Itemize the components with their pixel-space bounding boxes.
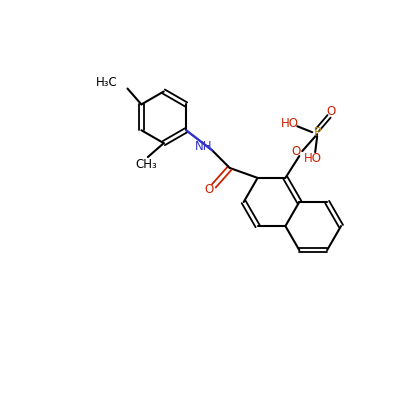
Text: HO: HO xyxy=(280,117,298,130)
Text: O: O xyxy=(292,144,301,158)
Text: CH₃: CH₃ xyxy=(135,158,157,170)
Text: HO: HO xyxy=(304,152,322,164)
Text: P: P xyxy=(314,126,321,139)
Text: H₃C: H₃C xyxy=(96,76,118,89)
Text: O: O xyxy=(326,105,336,118)
Text: O: O xyxy=(204,183,214,196)
Text: NH: NH xyxy=(195,140,213,153)
